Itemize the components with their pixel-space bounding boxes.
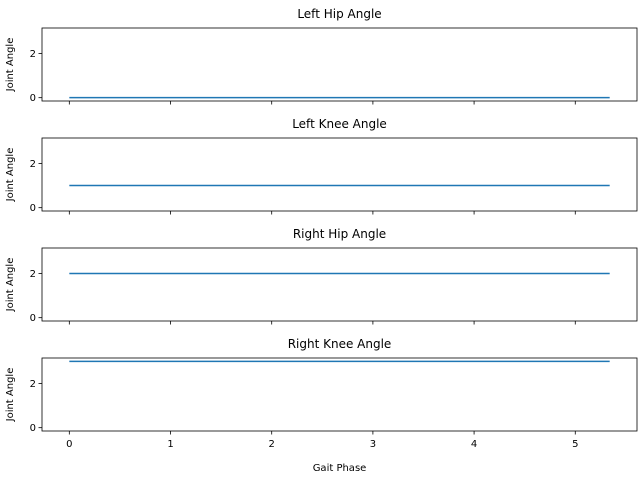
y-tick-label: 2 [30,159,36,170]
axes-frame [41,27,638,102]
subplot-title: Left Knee Angle [292,117,387,131]
x-tick-label: 2 [269,439,275,450]
axes-frame [41,137,638,212]
y-axis-label: Joint Angle [5,258,16,313]
y-axis-label: Joint Angle [5,368,16,423]
y-tick-label: 2 [30,379,36,390]
y-axis-label: Joint Angle [5,148,16,203]
x-tick-label: 3 [370,439,376,450]
subplot-title: Right Hip Angle [293,227,386,241]
x-tick-label: 4 [471,439,477,450]
subplot-4: Right Knee Angle 0 2 Joint Angle 0 1 2 3 4 5 [5,337,638,450]
x-tick-label: 1 [167,439,173,450]
subplot-3: Right Hip Angle 0 2 Joint Angle [5,227,638,325]
x-tick-label: 0 [66,439,72,450]
y-tick-label: 0 [30,423,36,434]
x-tick-label: 5 [572,439,578,450]
subplot-2: Left Knee Angle 0 2 Joint Angle [5,117,638,215]
y-tick-label: 0 [30,93,36,104]
axes-frame [41,357,638,432]
subplot-title: Left Hip Angle [297,7,381,21]
x-axis-label: Gait Phase [313,463,367,474]
y-tick-label: 0 [30,203,36,214]
y-tick-label: 2 [30,269,36,280]
axes-frame [41,247,638,322]
y-axis-label: Joint Angle [5,38,16,93]
subplot-title: Right Knee Angle [288,337,392,351]
y-tick-label: 2 [30,49,36,60]
subplot-1: Left Hip Angle 0 2 Joint Angle [5,7,638,105]
y-tick-label: 0 [30,313,36,324]
